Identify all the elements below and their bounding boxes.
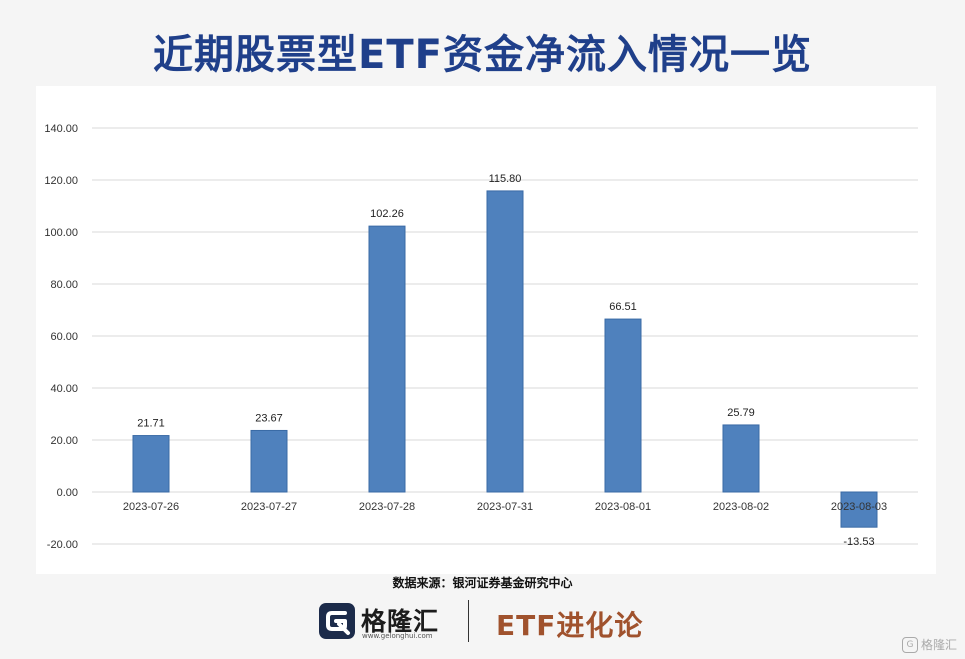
y-tick-label: 120.00 — [44, 175, 78, 187]
y-tick-label: 40.00 — [50, 383, 78, 395]
brand-domain: www.gelonghui.com — [362, 632, 433, 640]
data-label: 21.71 — [137, 418, 165, 430]
watermark-logo-icon: G — [901, 636, 918, 653]
data-label: 115.80 — [489, 173, 522, 185]
watermark: G 格隆汇 — [901, 636, 957, 653]
y-tick-label: 100.00 — [44, 227, 78, 239]
x-tick-label: 2023-08-02 — [713, 501, 769, 513]
bar — [132, 435, 170, 493]
x-tick-label: 2023-07-26 — [123, 501, 179, 513]
y-tick-label: 80.00 — [50, 279, 78, 291]
y-tick-label: 140.00 — [44, 123, 78, 135]
bar — [486, 190, 524, 493]
data-label: 66.51 — [609, 301, 637, 313]
y-tick-label: 20.00 — [50, 435, 78, 447]
source-note: 数据来源：银河证券基金研究中心 — [392, 576, 573, 590]
footer-divider — [468, 600, 469, 642]
footer: 格隆汇 www.gelonghui.com ETF进化论 — [0, 596, 965, 646]
y-tick-label: -20.00 — [47, 539, 78, 551]
gelonghui-logo-icon — [319, 603, 355, 639]
y-tick-label: 60.00 — [50, 331, 78, 343]
x-tick-label: 2023-07-31 — [477, 501, 533, 513]
bar — [840, 491, 878, 528]
x-tick-label: 2023-08-01 — [595, 501, 651, 513]
bar-chart: 140.00 120.00 100.00 80.00 60.00 40.00 20.00 0.… — [44, 123, 918, 551]
x-tick-label: 2023-07-27 — [241, 501, 297, 513]
brand-name: 格隆汇 — [361, 607, 440, 636]
data-label: 25.79 — [727, 407, 755, 419]
x-tick-label: 2023-07-28 — [359, 501, 415, 513]
x-tick-label: 2023-08-03 — [831, 501, 887, 513]
bar — [368, 225, 406, 493]
page-title: 近期股票型ETF资金净流入情况一览 — [153, 32, 812, 78]
bar — [722, 424, 760, 493]
data-label: 102.26 — [370, 208, 404, 220]
bar — [250, 429, 288, 493]
data-label: 23.67 — [255, 412, 283, 424]
column-name: ETF进化论 — [496, 609, 644, 642]
chart-panel: 140.00 120.00 100.00 80.00 60.00 40.00 20.00 0.… — [36, 86, 936, 574]
data-label: -13.53 — [843, 536, 874, 548]
bar — [604, 318, 642, 493]
y-tick-label: 0.00 — [57, 487, 78, 499]
watermark-text: 格隆汇 — [920, 638, 957, 652]
